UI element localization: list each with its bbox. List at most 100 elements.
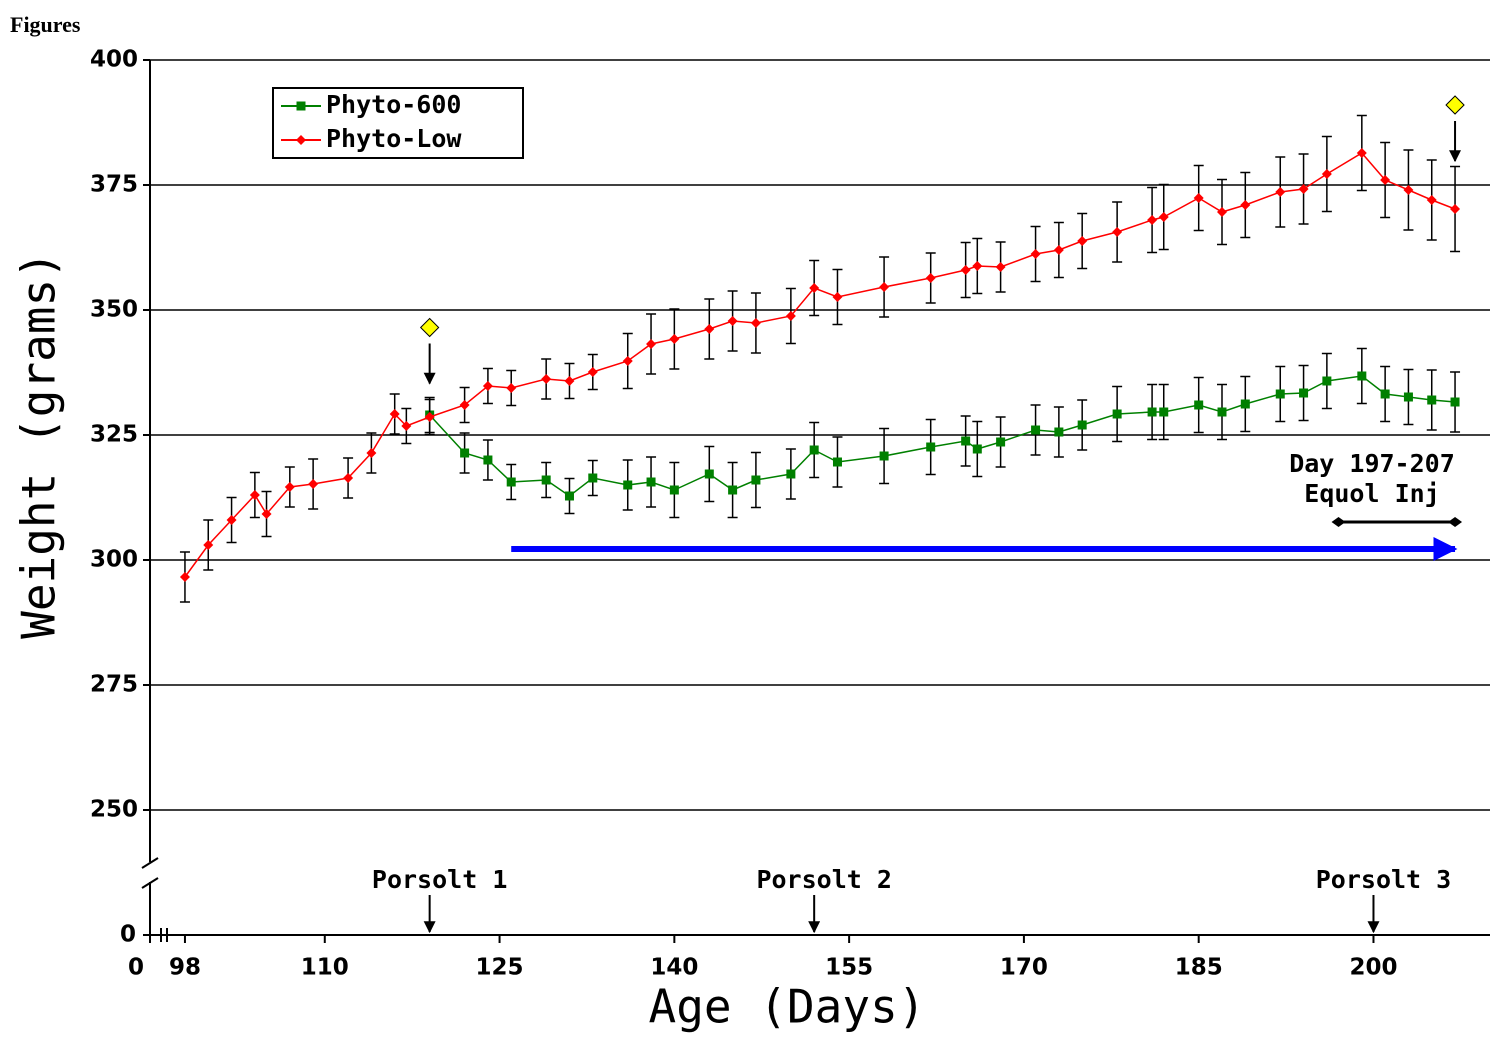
data-point [1077, 236, 1088, 246]
event-marker [1445, 95, 1465, 115]
data-point [972, 261, 983, 271]
legend [272, 87, 524, 159]
x-axis-label: Age (Days) [649, 980, 926, 1034]
data-point [284, 482, 295, 492]
porsolt-label: Porsolt 2 [756, 865, 891, 894]
x-tick-label: 140 [650, 955, 698, 981]
y-tick-label: 300 [90, 547, 138, 573]
porsolt-label: Porsolt 3 [1316, 865, 1451, 894]
data-point [1147, 215, 1158, 225]
axis-break [141, 877, 159, 889]
y-tick-label: 250 [90, 797, 138, 823]
x-tick-label: 200 [1349, 955, 1397, 981]
data-point [1030, 249, 1041, 259]
data-point [1077, 420, 1087, 430]
x-tick-label: 155 [825, 955, 873, 981]
data-point [1158, 212, 1169, 222]
data-point [879, 451, 889, 461]
annotation: Equol Inj [1304, 479, 1439, 508]
porsolt-label: Porsolt 1 [372, 865, 507, 894]
data-point [564, 491, 574, 501]
data-point [1275, 389, 1285, 399]
data-point [786, 469, 796, 479]
page-header: Figures [10, 12, 81, 37]
data-point [669, 334, 680, 344]
data-point [296, 135, 306, 145]
x-tick-label: 125 [476, 955, 524, 981]
data-point [1194, 400, 1204, 410]
x-tick-label: 185 [1175, 955, 1223, 981]
data-point [925, 273, 936, 283]
y-tick-label: 375 [90, 172, 138, 198]
x-tick-label: 98 [169, 955, 201, 981]
axis-break [141, 857, 159, 869]
y-tick-label: 0 [120, 922, 136, 948]
event-marker [419, 317, 440, 338]
y-tick-label: 325 [90, 422, 138, 448]
data-point [460, 448, 470, 458]
data-point [587, 367, 598, 377]
data-point [482, 381, 493, 391]
data-point [1112, 227, 1123, 237]
data-point [622, 356, 633, 366]
data-point [459, 400, 470, 410]
data-point [401, 421, 412, 431]
data-point [704, 324, 715, 334]
data-point [1298, 184, 1309, 194]
data-point [1380, 175, 1391, 185]
data-point [727, 316, 738, 326]
data-point [1299, 388, 1309, 398]
data-point [588, 473, 598, 483]
data-point [1427, 395, 1437, 405]
data-point [1403, 185, 1414, 195]
data-point [809, 445, 819, 455]
data-point [669, 485, 679, 495]
data-point [343, 473, 354, 483]
data-point [1112, 409, 1122, 419]
annotation: Day 197-207 [1289, 449, 1455, 478]
data-point [1322, 376, 1332, 386]
y-axis-label: Weight (grams) [12, 251, 66, 639]
data-point [1380, 389, 1390, 399]
data-point [809, 283, 820, 293]
data-point [366, 448, 377, 458]
data-point [1031, 425, 1041, 435]
data-point [1426, 195, 1437, 205]
data-point [1356, 148, 1367, 158]
data-point [785, 311, 796, 321]
data-point [879, 282, 890, 292]
data-point [961, 436, 971, 446]
data-point [832, 457, 842, 467]
data-point [226, 515, 237, 525]
data-point [960, 265, 971, 275]
data-point [996, 437, 1006, 447]
y-tick-label: 350 [90, 297, 138, 323]
x-tick-label: 0 [128, 955, 144, 981]
legend-label: Phyto-600 [326, 90, 461, 119]
data-point [832, 292, 843, 302]
data-point [1450, 397, 1460, 407]
data-point [1147, 407, 1157, 417]
data-point [249, 490, 260, 500]
data-point [483, 455, 493, 465]
data-point [1053, 245, 1064, 255]
data-point [751, 475, 761, 485]
data-point [1193, 193, 1204, 203]
data-point [506, 477, 516, 487]
data-point [261, 509, 272, 519]
x-tick-label: 110 [301, 955, 349, 981]
data-point [1217, 407, 1227, 417]
data-point [1217, 207, 1227, 217]
y-tick-label: 275 [90, 672, 138, 698]
data-point [203, 540, 214, 550]
series-line [184, 152, 1456, 578]
data-point [1357, 371, 1367, 381]
data-point [541, 374, 552, 384]
data-point [1450, 204, 1461, 214]
data-point [728, 485, 738, 495]
data-point [972, 444, 982, 454]
data-point [424, 412, 435, 422]
x-tick-label: 170 [1000, 955, 1048, 981]
data-point [1321, 169, 1332, 179]
equol-end [1331, 517, 1346, 527]
